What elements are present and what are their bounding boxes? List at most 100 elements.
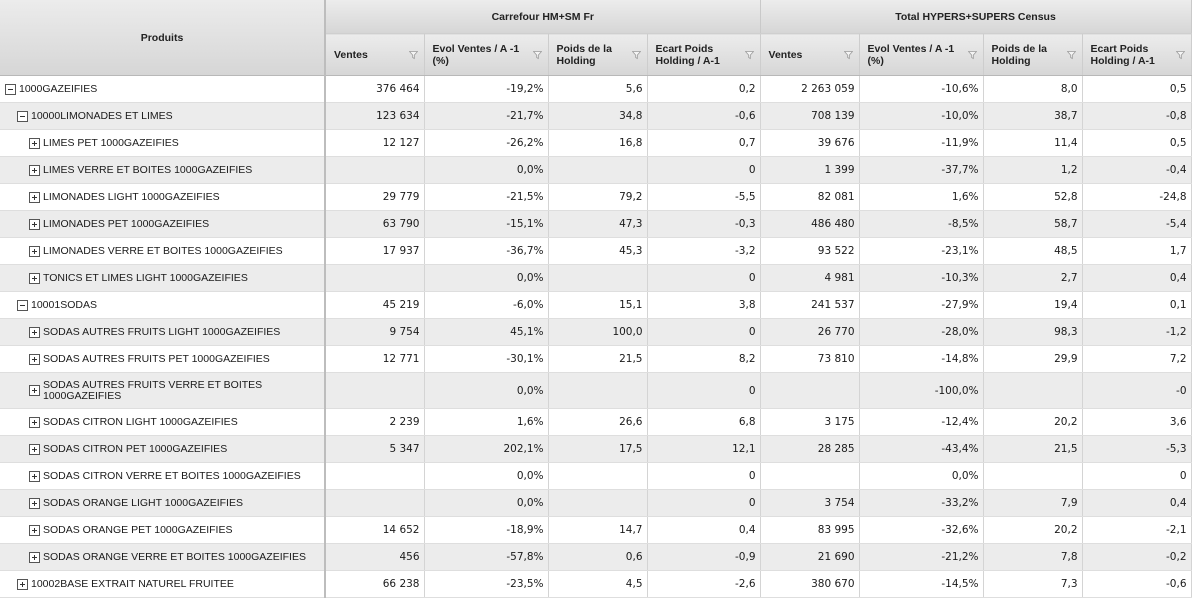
cell-ventes-census: 21 690 <box>760 543 860 571</box>
cell-ecart-poids-census: -1,2 <box>1082 318 1192 346</box>
cell-poids-holding-carrefour: 5,6 <box>548 75 648 103</box>
column-header-ecart-poids-census[interactable]: Ecart Poids Holding / A-1 <box>1082 33 1192 76</box>
product-name: TONICS ET LIMES LIGHT 1000GAZEIFIES <box>43 271 248 284</box>
cell-ventes-carrefour: 45 219 <box>325 291 425 319</box>
cell-ventes-census: 2 263 059 <box>760 75 860 103</box>
cell-poids-holding-carrefour: 79,2 <box>548 183 648 211</box>
expand-icon[interactable] <box>29 497 40 509</box>
table-row: 10001SODAS 45 219 -6,0% 15,1 3,8 241 537 -27,9… <box>0 291 1192 319</box>
table-row: SODAS AUTRES FRUITS VERRE ET BOITES 1000… <box>0 372 1192 409</box>
expand-icon[interactable] <box>29 137 40 149</box>
expand-icon[interactable] <box>29 245 40 257</box>
cell-ventes-carrefour: 29 779 <box>325 183 425 211</box>
expand-icon[interactable] <box>29 326 40 338</box>
cell-evol-ventes-census: -12,4% <box>859 408 984 436</box>
product-name: SODAS AUTRES FRUITS LIGHT 1000GAZEIFIES <box>43 325 281 338</box>
product-cell: SODAS ORANGE LIGHT 1000GAZEIFIES <box>0 489 326 517</box>
column-header-poids-holding-census[interactable]: Poids de la Holding <box>983 33 1083 76</box>
column-header-ecart-poids-carrefour[interactable]: Ecart Poids Holding / A-1 <box>647 33 761 76</box>
cell-ventes-census: 3 175 <box>760 408 860 436</box>
cell-poids-holding-census: 8,0 <box>983 75 1083 103</box>
table-row: LIMES PET 1000GAZEIFIES 12 127 -26,2% 16,8 0… <box>0 129 1192 157</box>
column-header-label: Poids de la Holding <box>556 42 612 67</box>
cell-evol-ventes-census: -100,0% <box>859 372 984 409</box>
expand-icon[interactable] <box>29 551 40 563</box>
product-name: SODAS AUTRES FRUITS VERRE ET BOITES 1000… <box>43 378 263 402</box>
column-header-evol-ventes-census[interactable]: Evol Ventes / A -1 (%) <box>859 33 984 76</box>
filter-icon[interactable] <box>1066 50 1076 59</box>
expand-icon[interactable] <box>29 385 40 396</box>
expand-icon[interactable] <box>17 578 28 590</box>
cell-evol-ventes-carrefour: 1,6% <box>424 408 549 436</box>
cell-evol-ventes-carrefour: 45,1% <box>424 318 549 346</box>
cell-poids-holding-census: 20,2 <box>983 408 1083 436</box>
cell-ventes-carrefour <box>325 372 425 409</box>
cell-ecart-poids-carrefour: -0,3 <box>647 210 761 238</box>
cell-evol-ventes-census: -33,2% <box>859 489 984 517</box>
expand-icon[interactable] <box>29 164 40 176</box>
expand-icon[interactable] <box>29 470 40 482</box>
cell-poids-holding-carrefour <box>548 462 648 490</box>
product-cell: 10002BASE EXTRAIT NATUREL FRUITEE <box>0 570 326 598</box>
filter-icon[interactable] <box>408 50 418 59</box>
cell-poids-holding-census: 20,2 <box>983 516 1083 544</box>
column-header-evol-ventes-carrefour[interactable]: Evol Ventes / A -1 (%) <box>424 33 549 76</box>
cell-poids-holding-carrefour: 34,8 <box>548 102 648 130</box>
cell-poids-holding-census: 58,7 <box>983 210 1083 238</box>
expand-icon[interactable] <box>29 191 40 203</box>
collapse-icon[interactable] <box>17 299 28 311</box>
expand-icon[interactable] <box>29 416 40 428</box>
cell-ecart-poids-census: -2,1 <box>1082 516 1192 544</box>
cell-poids-holding-census: 1,2 <box>983 156 1083 184</box>
expand-icon[interactable] <box>29 272 40 284</box>
filter-icon[interactable] <box>532 50 542 59</box>
filter-icon[interactable] <box>744 50 754 59</box>
cell-evol-ventes-census: -10,0% <box>859 102 984 130</box>
column-header-ventes-carrefour[interactable]: Ventes <box>325 33 425 76</box>
collapse-icon[interactable] <box>17 110 28 122</box>
cell-evol-ventes-carrefour: -26,2% <box>424 129 549 157</box>
cell-ventes-census: 1 399 <box>760 156 860 184</box>
product-name: SODAS ORANGE VERRE ET BOITES 1000GAZEIFI… <box>43 550 306 563</box>
filter-icon[interactable] <box>631 50 641 59</box>
cell-poids-holding-carrefour: 100,0 <box>548 318 648 346</box>
product-name: LIMONADES VERRE ET BOITES 1000GAZEIFIES <box>43 244 283 257</box>
expand-icon[interactable] <box>29 443 40 455</box>
cell-evol-ventes-carrefour: -21,5% <box>424 183 549 211</box>
expand-icon[interactable] <box>29 218 40 230</box>
cell-ventes-census: 486 480 <box>760 210 860 238</box>
cell-ventes-carrefour: 14 652 <box>325 516 425 544</box>
filter-icon[interactable] <box>1175 50 1185 59</box>
cell-poids-holding-carrefour: 17,5 <box>548 435 648 463</box>
cell-poids-holding-census: 2,7 <box>983 264 1083 292</box>
expand-icon[interactable] <box>29 353 40 365</box>
cell-ecart-poids-census: 0,1 <box>1082 291 1192 319</box>
product-name: LIMES VERRE ET BOITES 1000GAZEIFIES <box>43 163 253 176</box>
cell-poids-holding-census: 7,9 <box>983 489 1083 517</box>
cell-ecart-poids-census: 3,6 <box>1082 408 1192 436</box>
table-row: SODAS ORANGE VERRE ET BOITES 1000GAZEIFI… <box>0 543 1192 571</box>
product-cell: LIMONADES VERRE ET BOITES 1000GAZEIFIES <box>0 237 326 265</box>
cell-ecart-poids-census: -24,8 <box>1082 183 1192 211</box>
cell-poids-holding-census <box>983 462 1083 490</box>
column-header-ventes-census[interactable]: Ventes <box>760 33 860 76</box>
cell-ventes-carrefour <box>325 489 425 517</box>
header-produits[interactable]: Produits <box>0 0 326 76</box>
product-cell: SODAS ORANGE PET 1000GAZEIFIES <box>0 516 326 544</box>
cell-evol-ventes-census: -37,7% <box>859 156 984 184</box>
expand-icon[interactable] <box>29 524 40 536</box>
filter-icon[interactable] <box>967 50 977 59</box>
cell-ecart-poids-census: -5,3 <box>1082 435 1192 463</box>
cell-evol-ventes-census: -21,2% <box>859 543 984 571</box>
filter-icon[interactable] <box>843 50 853 59</box>
cell-poids-holding-carrefour: 21,5 <box>548 345 648 373</box>
product-name: LIMONADES LIGHT 1000GAZEIFIES <box>43 190 220 203</box>
cell-poids-holding-census: 11,4 <box>983 129 1083 157</box>
collapse-icon[interactable] <box>5 83 16 95</box>
product-cell: 10000LIMONADES ET LIMES <box>0 102 326 130</box>
cell-evol-ventes-census: -32,6% <box>859 516 984 544</box>
cell-ecart-poids-census: 7,2 <box>1082 345 1192 373</box>
column-header-poids-holding-carrefour[interactable]: Poids de la Holding <box>548 33 648 76</box>
cell-ecart-poids-carrefour: 6,8 <box>647 408 761 436</box>
